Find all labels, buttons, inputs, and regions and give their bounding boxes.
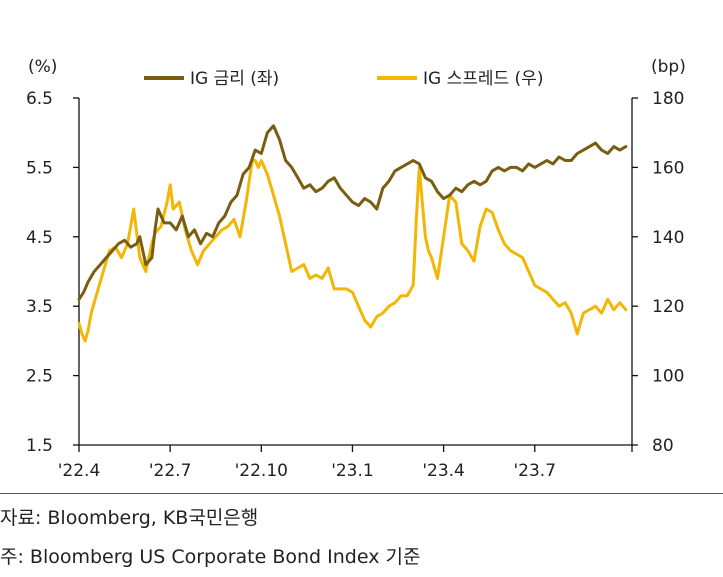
series-line-ig-spread [77, 159, 628, 343]
x-tick-label: '22.10 [235, 461, 288, 481]
x-tick-label: '23.1 [331, 461, 374, 481]
legend-label-ig-spread: IG 스프레드 (우) [423, 69, 543, 89]
x-tick-label: '23.4 [422, 461, 465, 481]
footnote: 주: Bloomberg US Corporate Bond Index 기준 [0, 546, 421, 568]
series-line-ig-rate [77, 124, 628, 301]
right-tick-label: 80 [652, 436, 674, 456]
left-tick-label: 5.5 [26, 158, 53, 178]
right-tick-label: 100 [652, 367, 684, 387]
left-tick-label: 2.5 [26, 367, 53, 387]
right-axis-unit: (bp) [651, 57, 686, 77]
left-tick-label: 3.5 [26, 297, 53, 317]
legend: IG 금리 (좌) IG 스프레드 (우) [144, 69, 543, 89]
right-tick-label: 180 [652, 89, 684, 109]
axes: 6.5 5.5 4.5 3.5 2.5 1.5 180 160 140 120 100 80 '22.4… [26, 89, 685, 481]
chart: (%) (bp) IG 금리 (좌) IG 스프레드 (우) 6.5 5.5 4.5… [26, 57, 686, 481]
left-tick-label: 4.5 [26, 228, 53, 248]
series-layer [77, 124, 628, 343]
right-tick-label: 120 [652, 297, 684, 317]
right-tick-label: 140 [652, 228, 684, 248]
x-tick-label: '22.4 [58, 461, 101, 481]
left-tick-label: 6.5 [26, 89, 53, 109]
x-tick-label: '22.7 [149, 461, 192, 481]
legend-label-ig-rate: IG 금리 (좌) [190, 69, 279, 89]
left-tick-label: 1.5 [26, 436, 53, 456]
left-axis-unit: (%) [28, 57, 57, 77]
x-tick-label: '23.7 [514, 461, 557, 481]
source-divider [0, 493, 723, 494]
source-note: 자료: Bloomberg, KB국민은행 [0, 507, 259, 529]
right-tick-label: 160 [652, 158, 684, 178]
